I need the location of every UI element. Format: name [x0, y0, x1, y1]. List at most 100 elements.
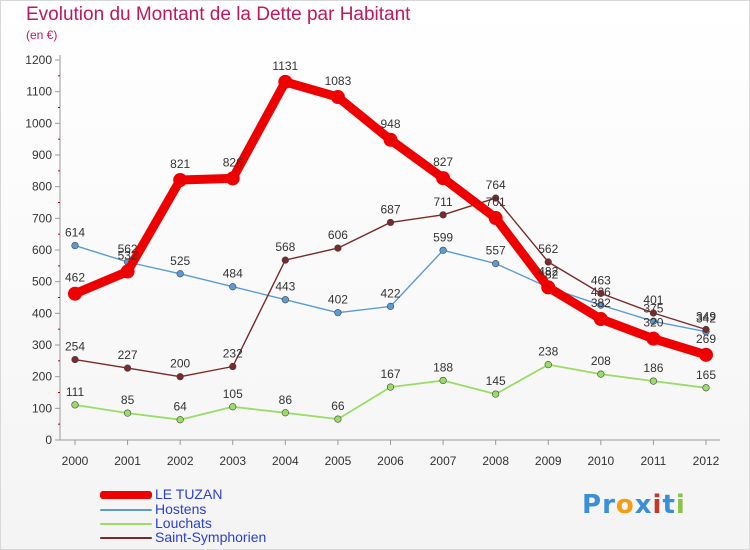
data-point	[176, 416, 184, 424]
data-point	[281, 296, 289, 304]
data-label: 64	[173, 400, 187, 414]
x-tick-label: 2001	[114, 454, 141, 468]
data-point	[436, 171, 451, 186]
data-point	[229, 403, 237, 411]
data-point	[593, 312, 608, 327]
data-label: 827	[433, 155, 453, 169]
data-label: 525	[170, 254, 190, 268]
data-label: 402	[328, 293, 348, 307]
data-label: 167	[380, 367, 400, 381]
data-label: 948	[380, 117, 400, 131]
data-label: 687	[380, 202, 400, 216]
logo-letter: r	[602, 490, 616, 520]
data-label: 382	[591, 296, 611, 310]
data-point	[330, 90, 345, 105]
data-point	[176, 373, 184, 381]
data-point	[281, 256, 289, 264]
data-point	[597, 289, 605, 297]
data-label: 711	[434, 195, 453, 209]
y-tick-label: 1000	[25, 116, 52, 130]
data-point	[229, 283, 237, 291]
data-point	[544, 361, 552, 369]
data-point	[123, 364, 132, 372]
data-point	[173, 173, 188, 188]
logo-letter: P	[582, 490, 603, 520]
y-tick-label: 600	[32, 243, 52, 257]
x-tick-label: 2005	[325, 454, 352, 468]
chart-subtitle: (en €)	[26, 28, 58, 42]
data-point	[492, 194, 500, 202]
data-label: 443	[275, 280, 295, 294]
data-label: 484	[223, 267, 243, 281]
data-point	[439, 246, 447, 254]
x-tick-label: 2008	[482, 454, 509, 468]
legend-swatch	[100, 491, 152, 499]
logo-letter: t	[662, 490, 676, 520]
legend-swatch	[100, 537, 152, 539]
logo-letter: o	[615, 490, 635, 520]
data-point	[544, 258, 552, 266]
y-tick-label: 500	[32, 275, 52, 289]
data-point	[649, 309, 658, 317]
data-point	[492, 390, 500, 398]
data-label: 482	[538, 264, 558, 278]
data-label: 111	[66, 385, 85, 399]
y-tick-label: 100	[32, 401, 52, 415]
data-label: 188	[433, 360, 453, 374]
legend-swatch	[100, 523, 152, 525]
data-label: 1083	[325, 74, 352, 88]
x-tick-label: 2002	[167, 454, 194, 468]
chart-title: Evolution du Montant de la Dette par Hab…	[26, 4, 411, 25]
data-label: 764	[486, 178, 506, 192]
x-tick-label: 2010	[587, 454, 614, 468]
data-point	[649, 317, 658, 325]
data-point	[383, 132, 398, 147]
data-label: 320	[643, 316, 663, 330]
x-tick-label: 2009	[535, 454, 562, 468]
data-point	[649, 377, 658, 385]
x-tick-label: 2004	[272, 454, 299, 468]
data-label: 557	[486, 244, 506, 258]
data-point	[123, 409, 132, 417]
data-label: 532	[118, 249, 138, 263]
data-point	[439, 376, 447, 385]
data-label: 422	[380, 286, 400, 300]
legend-label: Hostens	[155, 501, 207, 517]
x-tick-label: 2007	[430, 454, 457, 468]
data-label: 462	[65, 271, 85, 285]
data-label: 86	[279, 393, 293, 407]
data-point	[702, 325, 710, 334]
data-label: 568	[275, 240, 295, 254]
data-point	[281, 409, 289, 417]
data-label: 821	[170, 157, 190, 171]
data-label: 614	[65, 226, 85, 240]
data-point	[120, 264, 135, 279]
data-point	[699, 347, 713, 362]
legend-label: LE TUZAN	[155, 486, 223, 502]
data-point	[71, 241, 79, 250]
x-tick-label: 2000	[62, 454, 89, 468]
data-label: 200	[170, 357, 190, 371]
y-tick-label: 1200	[25, 53, 52, 67]
y-tick-label: 900	[32, 148, 52, 162]
data-label: 85	[121, 393, 135, 407]
data-point	[541, 280, 556, 295]
data-point	[334, 244, 342, 252]
data-label: 826	[223, 155, 243, 169]
data-label: 269	[696, 332, 716, 346]
logo-letter: x	[634, 490, 653, 520]
y-tick-label: 400	[32, 306, 52, 320]
data-point	[386, 302, 395, 310]
data-point	[439, 211, 447, 219]
data-label: 145	[486, 374, 506, 388]
data-label: 1131	[272, 59, 298, 73]
y-tick-label: 300	[32, 338, 52, 352]
data-point	[278, 74, 293, 89]
y-tick-label: 700	[32, 211, 52, 225]
data-label: 186	[643, 361, 663, 375]
data-point	[597, 301, 605, 309]
data-label: 208	[591, 354, 611, 368]
y-tick-label: 0	[45, 433, 52, 447]
data-label: 562	[538, 242, 558, 256]
